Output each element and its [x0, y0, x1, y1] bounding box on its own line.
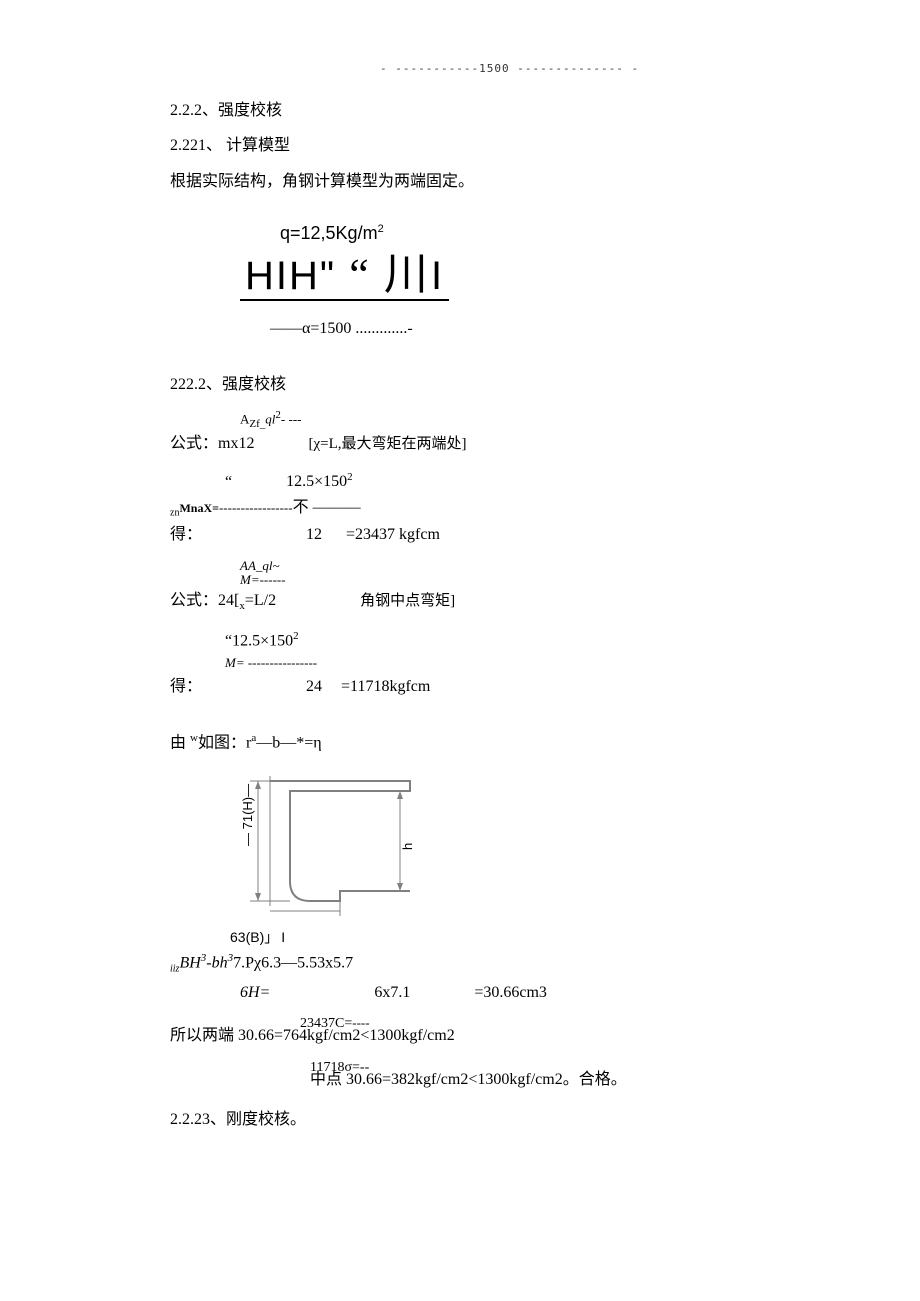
f2-mid: 不 ——— — [293, 499, 361, 516]
f2-sup: 2 — [347, 471, 353, 483]
f3-tail: =L/2 — [245, 592, 276, 609]
formula-mmax-def: AZf_ql2- --- 公式：mx12 [χ=L,最大弯矩在两端处] — [170, 409, 780, 457]
f1-label: 公式：mx12 — [170, 435, 254, 452]
load-q-sup: 2 — [378, 223, 384, 235]
section-2-2-2-1: 2.221、 计算模型 — [170, 133, 780, 159]
f1-top-sub: Zf_ — [249, 418, 265, 430]
f2-lhs: MnaX= — [179, 501, 219, 515]
formula-mmid-def: AA_ql~ M=------ 公式：24[x=L/2 角钢中点弯矩] — [170, 559, 780, 615]
section-2-2-2: 2.2.2、强度校核 — [170, 98, 780, 124]
f4-sup: 2 — [293, 630, 299, 642]
w1-2c: =30.66cm3 — [474, 984, 547, 1001]
di-1: 由 — [170, 734, 190, 751]
formula-mmax-calc: “ 12.5×1502 znMnaX=-----------------不 ——… — [170, 469, 780, 547]
f2-num: 12.5×150 — [286, 473, 347, 490]
f1-top-ql: ql — [265, 412, 275, 427]
w1-t1: 7.Pχ6.3—5.53x5.7 — [233, 955, 353, 972]
w1-2b: 6x7.1 — [374, 984, 410, 1001]
load-glyph-4: I — [431, 254, 444, 298]
span-alpha-label: ——α=1500 .............- — [270, 316, 780, 342]
svg-text:— 71(H)—: — 71(H)— — [240, 784, 255, 846]
r1-over-tail: ---- — [352, 1015, 369, 1030]
f4-res3: =11718kgfcm — [341, 678, 430, 695]
w1-mid: -bh — [206, 955, 227, 972]
section-diagram-intro: 由 w如图：ra—b—*=η — [170, 730, 780, 756]
section-b-label: 63(B)」I — [230, 926, 780, 948]
formula-mmid-calc: “12.5×1502 M= ---------------- 得： 24 =11… — [170, 628, 780, 700]
di-w: w — [190, 732, 198, 744]
f2-res2: 12 — [306, 526, 322, 543]
section-h-label: h — [400, 843, 415, 850]
stress-check-ends: 23437C=---- 所以两端 30.66=764kgf/cm2<1300kg… — [170, 1023, 780, 1049]
f2-res3: =23437 kgfcm — [346, 526, 440, 543]
load-q-text: q=12,5Kg/m — [280, 223, 378, 243]
r2-over: 11718σ=-- — [310, 1057, 369, 1079]
section-2-2-2-2: 222.2、强度校核 — [170, 372, 780, 398]
f4-num: “12.5×150 — [225, 632, 293, 649]
f4-mline: M= ---------------- — [225, 653, 780, 674]
load-value-label: q=12,5Kg/m2 — [280, 219, 780, 248]
di-3: —b—*=η — [256, 734, 321, 751]
w1-lhs: BH — [179, 955, 200, 972]
load-glyph-1: HIH" — [245, 254, 336, 298]
di-2: 如图：r — [198, 734, 251, 751]
f2-dash: ----------------- — [219, 500, 293, 515]
f2-quote: “ — [225, 473, 232, 490]
load-glyph-3: 川 — [384, 250, 418, 299]
section-modulus-result: 6H= 6x7.1 =30.66cm3 — [170, 980, 780, 1006]
distributed-load-diagram: HIH" “ 川 I — [240, 253, 449, 301]
top-dimension: - -----------1500 -------------- - — [380, 60, 780, 78]
b-label-text: 63(B) — [230, 929, 264, 945]
f2-res1: 得： — [170, 526, 202, 543]
section-2-2-2-3: 2.2.23、刚度校核。 — [170, 1107, 780, 1133]
load-glyph-2: “ — [349, 250, 371, 299]
f1-top-a: A — [240, 412, 249, 427]
f3-top2: M=------ — [240, 573, 780, 587]
f1-note: [χ=L,最大弯矩在两端处] — [308, 436, 466, 452]
model-description: 根据实际结构，角钢计算模型为两端固定。 — [170, 169, 780, 195]
f4-res1: 得： — [170, 678, 202, 695]
angle-section-diagram: — 71(H)— h — [240, 771, 780, 921]
f3-top1: AA_ql~ — [240, 559, 780, 573]
f3-note: 角钢中点弯矩] — [360, 593, 455, 609]
f4-res2: 24 — [306, 678, 322, 695]
w1-2a: 6H= — [240, 984, 270, 1001]
stress-check-mid: 11718σ=-- 中点 30.66=382kgf/cm2<1300kgf/cm… — [310, 1067, 780, 1093]
section-modulus-calc: iizBH3-bh37.Pχ6.3—5.53x5.7 — [170, 950, 780, 978]
f1-top-tail: - --- — [281, 412, 302, 427]
r1-over: 23437C= — [300, 1016, 352, 1031]
f3-label: 公式：24[ — [170, 592, 239, 609]
